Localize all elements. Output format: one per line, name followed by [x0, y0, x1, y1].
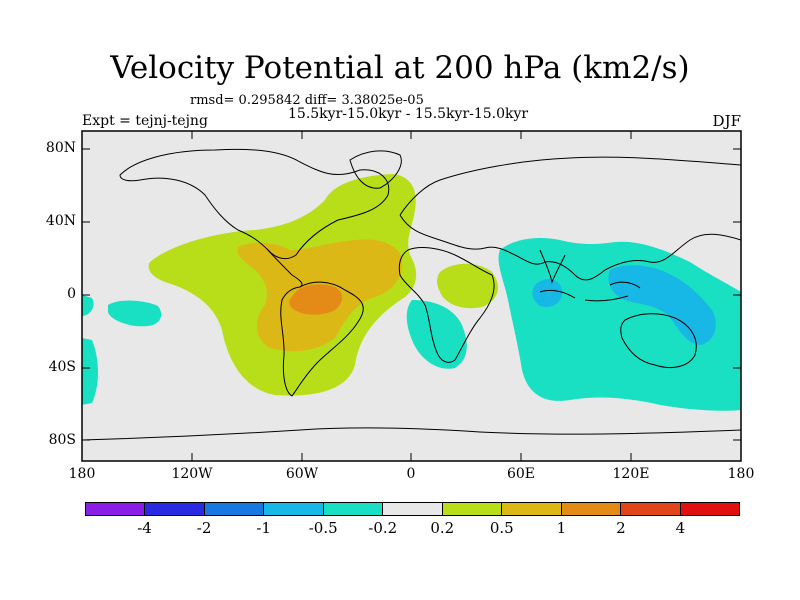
- lat-label-80s: 80S: [48, 432, 76, 448]
- lon-label-180w: 180: [68, 466, 96, 482]
- colorbar-label: 4: [675, 519, 686, 537]
- lon-label-120w: 120W: [171, 466, 213, 482]
- lon-label-60w: 60W: [285, 466, 319, 482]
- coast-south-america: [280, 281, 364, 397]
- coast-australia: [620, 313, 697, 368]
- colorbar-swatch: [621, 503, 681, 515]
- colorbar-swatch: [442, 503, 503, 515]
- rmsd-diff-stats: rmsd= 0.295842 diff= 3.38025e-05: [190, 93, 424, 108]
- colorbar-label: 0.2: [430, 519, 455, 537]
- colorbar-swatch: [502, 503, 562, 515]
- lat-label-40s: 40S: [48, 359, 76, 375]
- negative-anomaly-core: [532, 278, 563, 308]
- axis-ticks: [82, 131, 741, 461]
- period-label: 15.5kyr-15.0kyr - 15.5kyr-15.0kyr: [288, 106, 529, 122]
- coastlines: [82, 148, 741, 441]
- lat-label-0: 0: [67, 286, 76, 302]
- coast-greenland: [349, 150, 402, 189]
- negative-anomaly-pacific: [108, 300, 162, 327]
- colorbar-swatch: [561, 503, 622, 515]
- colorbar-swatch: [86, 503, 146, 515]
- colorbar-swatch: [323, 503, 384, 515]
- colorbar-swatch: [680, 503, 739, 515]
- negative-anomaly-satlantic: [406, 300, 467, 369]
- lon-label-180e: 180: [727, 466, 755, 482]
- coast-eurasia: [399, 156, 741, 281]
- coast-indonesia: [539, 281, 641, 302]
- lat-label-80n: 80N: [45, 140, 76, 156]
- colorbar-swatch: [145, 503, 205, 515]
- colorbar-swatch: [264, 503, 324, 515]
- colorbar-label: 0.5: [489, 519, 514, 537]
- negative-anomaly-westedge: [82, 295, 94, 316]
- colorbar-swatch: [383, 503, 443, 515]
- colorbar-label: -2: [196, 519, 212, 537]
- colorbar-label: -4: [137, 519, 152, 537]
- coast-antarctica: [82, 427, 741, 441]
- colorbar-label: -0.2: [368, 519, 398, 537]
- colorbar: [85, 502, 740, 516]
- positive-anomaly-africa: [437, 263, 498, 309]
- lon-label-0: 0: [406, 466, 416, 482]
- negative-anomaly-westedge-south: [82, 338, 98, 405]
- coast-north-america: [119, 148, 390, 260]
- coast-central-america: [267, 249, 303, 288]
- colorbar-label: 1: [556, 519, 567, 537]
- experiment-label: Expt = tejnj-tejng: [82, 113, 208, 129]
- lon-label-120e: 120E: [612, 466, 650, 482]
- colorbar-swatch: [204, 503, 265, 515]
- coast-africa: [398, 247, 495, 363]
- positive-anomaly-peak: [289, 284, 343, 315]
- colorbar-label: -1: [256, 519, 271, 537]
- colorbar-label: 2: [616, 519, 626, 537]
- coast-india: [539, 249, 566, 284]
- colorbar-label: -0.5: [308, 519, 338, 537]
- season-label: DJF: [712, 112, 741, 130]
- lat-label-40n: 40N: [45, 213, 76, 229]
- plot-title: Velocity Potential at 200 hPa (km2/s): [110, 50, 690, 86]
- lon-label-60e: 60E: [506, 466, 536, 482]
